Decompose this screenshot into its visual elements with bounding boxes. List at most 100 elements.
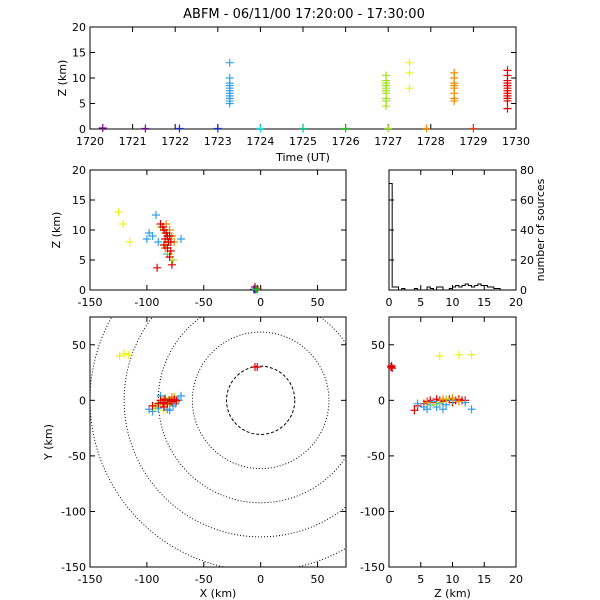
data-point: [252, 285, 261, 294]
data-point: [151, 211, 160, 219]
x-tick-label: 10: [446, 296, 460, 309]
data-point: [148, 401, 157, 410]
y-tick-label: 0: [79, 284, 86, 297]
y-tick-label: -50: [367, 450, 385, 463]
data-point: [435, 351, 444, 360]
data-point: [225, 58, 234, 67]
y-axis-label: number of sources: [534, 178, 547, 281]
data-point: [503, 96, 512, 105]
x-tick-label: -50: [195, 296, 213, 309]
data-point: [177, 235, 186, 243]
y-tick-label: -50: [68, 450, 86, 463]
y-tick-label: 20: [72, 164, 86, 177]
data-point: [384, 124, 393, 133]
x-tick-label: 1721: [119, 135, 147, 148]
data-point: [175, 124, 184, 133]
data-point: [405, 84, 414, 93]
data-point: [114, 208, 123, 216]
y-tick-label: -150: [61, 561, 86, 574]
data-point: [410, 406, 419, 415]
data-point: [225, 99, 234, 108]
data-point: [422, 124, 431, 133]
x-tick-label: 15: [477, 573, 491, 586]
y-tick-label: 0: [79, 123, 86, 136]
data-point: [125, 238, 134, 246]
y-axis-label: Z (km): [56, 60, 69, 97]
y-tick-label: 20: [520, 254, 534, 267]
x-tick-label: 1720: [76, 135, 104, 148]
y-tick-label: 0: [520, 284, 527, 297]
data-point: [165, 253, 174, 261]
x-tick-label: -100: [134, 296, 159, 309]
chart-title: ABFM - 06/11/00 17:20:00 - 17:30:00: [183, 7, 425, 22]
data-point: [438, 395, 447, 404]
plan-view-frame: [89, 316, 347, 568]
y-tick-label: -100: [61, 505, 86, 518]
data-point: [454, 397, 463, 406]
x-tick-label: 1722: [161, 135, 189, 148]
histogram-step: [388, 183, 516, 291]
data-point: [388, 364, 397, 373]
data-point: [467, 350, 476, 359]
axes-layer: 1720 1721 1722 1723 1724 1725 1726 1727 1728 1729…: [42, 21, 547, 600]
data-point: [98, 123, 107, 132]
data-point: [154, 238, 163, 246]
x-tick-label: 50: [311, 573, 325, 586]
data-point: [148, 232, 157, 240]
data-point: [438, 405, 447, 414]
y-tick-label: 15: [72, 194, 86, 207]
data-point: [166, 238, 175, 246]
data-point: [450, 96, 459, 105]
x-axis-label: Time (UT): [275, 151, 330, 164]
data-point: [172, 396, 181, 405]
data-point: [469, 124, 478, 133]
y-tick-label: 20: [72, 21, 86, 34]
y-axis-label: Z (km): [50, 212, 63, 249]
y-tick-label: -100: [360, 505, 385, 518]
x-tick-label: 0: [257, 296, 264, 309]
y-tick-label: 60: [520, 194, 534, 207]
x-tick-label: 15: [477, 296, 491, 309]
data-point: [115, 351, 124, 360]
data-point: [118, 220, 127, 228]
data-point: [141, 124, 150, 133]
y-tick-label: 10: [72, 72, 86, 85]
x-tick-label: 20: [509, 573, 523, 586]
y-tick-label: 5: [79, 98, 86, 111]
y-tick-label: 10: [72, 224, 86, 237]
y-tick-label: 50: [72, 339, 86, 352]
histogram-layer: [388, 183, 516, 291]
y-tick-label: 15: [72, 47, 86, 60]
x-tick-label: -50: [195, 573, 213, 586]
data-point: [165, 406, 174, 415]
y-tick-label: 0: [79, 394, 86, 407]
data-point: [161, 395, 170, 404]
x-tick-label: 0: [257, 573, 264, 586]
y-tick-label: 50: [371, 339, 385, 352]
data-point: [503, 104, 512, 113]
x-tick-label: 1727: [374, 135, 402, 148]
data-point: [124, 350, 133, 359]
data-point: [429, 400, 438, 409]
x-tick-label: 5: [417, 573, 424, 586]
y-tick-label: 0: [378, 394, 385, 407]
range-ring: [157, 317, 346, 504]
data-point: [386, 363, 395, 371]
x-tick-label: 5: [417, 296, 424, 309]
x-tick-label: 1723: [204, 135, 232, 148]
data-point: [299, 124, 307, 133]
x-tick-label: 0: [386, 573, 393, 586]
x-tick-label: 1724: [246, 135, 274, 148]
x-axis-label: X (km): [200, 587, 237, 600]
data-point: [159, 403, 168, 411]
marks-layer: [98, 58, 512, 416]
x-tick-label: 1730: [502, 135, 530, 148]
y-tick-label: -150: [360, 561, 385, 574]
z-y-frame: [388, 316, 517, 568]
data-point: [253, 363, 262, 371]
y-tick-label: 40: [520, 224, 534, 237]
x-tick-label: 10: [446, 573, 460, 586]
data-point: [153, 263, 162, 272]
data-point: [461, 398, 470, 407]
x-tick-label: -100: [134, 573, 159, 586]
